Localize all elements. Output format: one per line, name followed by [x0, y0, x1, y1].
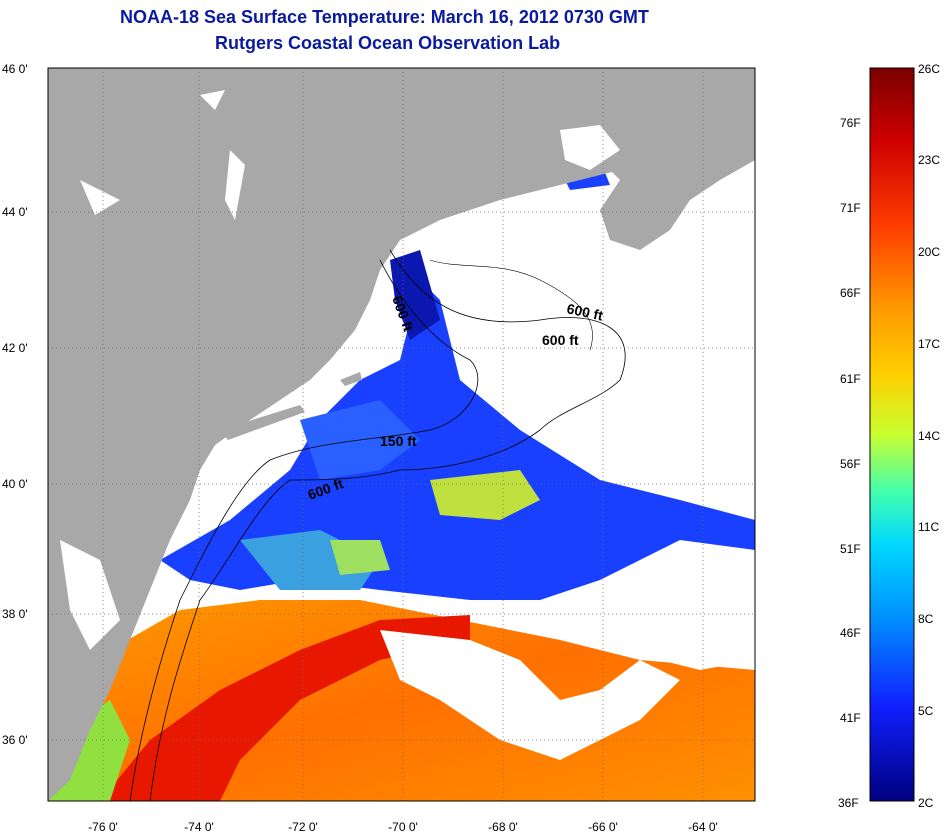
colorbar-label-fahrenheit: 46F	[840, 626, 861, 640]
contour-600ft	[149, 249, 626, 801]
colorbar-label-fahrenheit: 76F	[840, 116, 861, 130]
contour-label: 150 ft	[380, 433, 417, 449]
lat-tick: 40 0'	[2, 477, 28, 491]
colorbar-label-celsius: 26C	[918, 62, 941, 76]
colorbar-label-celsius: 14C	[918, 429, 941, 443]
warm-eddy	[430, 470, 540, 520]
lat-tick: 44 0'	[2, 205, 28, 219]
lat-tick: 46 0'	[2, 62, 28, 76]
colorbar-label-celsius: 17C	[918, 337, 941, 351]
colorbar-label-fahrenheit: 66F	[840, 286, 861, 300]
colorbar-label-fahrenheit: 56F	[840, 457, 861, 471]
colorbar-label-celsius: 23C	[918, 153, 941, 167]
lon-tick: -66 0'	[588, 820, 618, 834]
colorbar-label-celsius: 2C	[918, 796, 934, 810]
land-north-america	[48, 68, 755, 801]
colorbar-label-celsius: 11C	[918, 520, 940, 534]
map-title: NOAA-18 Sea Surface Temperature: March 1…	[120, 7, 649, 27]
land-nova-scotia	[580, 90, 755, 250]
colorbar-label-celsius: 8C	[918, 612, 934, 626]
colorbar-label-celsius: 20C	[918, 245, 941, 259]
lon-tick: -74 0'	[184, 820, 214, 834]
colorbar-label-fahrenheit: 36F	[838, 796, 859, 810]
lon-tick: -76 0'	[88, 820, 118, 834]
gulf-stream-core	[100, 615, 470, 801]
colorbar-label-fahrenheit: 51F	[840, 542, 861, 556]
colorbar	[869, 67, 915, 802]
contour-label: 600 ft	[542, 332, 579, 348]
lon-tick: -64 0'	[688, 820, 718, 834]
colorbar-label-celsius: 5C	[918, 704, 934, 718]
cold-shelf-water	[160, 280, 755, 600]
lat-tick: 38 0'	[2, 607, 28, 621]
lat-tick: 42 0'	[2, 341, 28, 355]
lon-tick: -72 0'	[288, 820, 318, 834]
contour-150ft	[129, 259, 479, 801]
cloud-patch	[380, 630, 680, 760]
colorbar-label-fahrenheit: 61F	[840, 372, 861, 386]
lat-tick: 36 0'	[2, 733, 28, 747]
lon-tick: -68 0'	[488, 820, 518, 834]
contour-label: 600 ft	[565, 300, 604, 323]
colorbar-label-fahrenheit: 41F	[840, 711, 861, 725]
lon-tick: -70 0'	[388, 820, 418, 834]
colorbar-label-fahrenheit: 71F	[840, 201, 861, 215]
map-subtitle: Rutgers Coastal Ocean Observation Lab	[215, 33, 561, 53]
